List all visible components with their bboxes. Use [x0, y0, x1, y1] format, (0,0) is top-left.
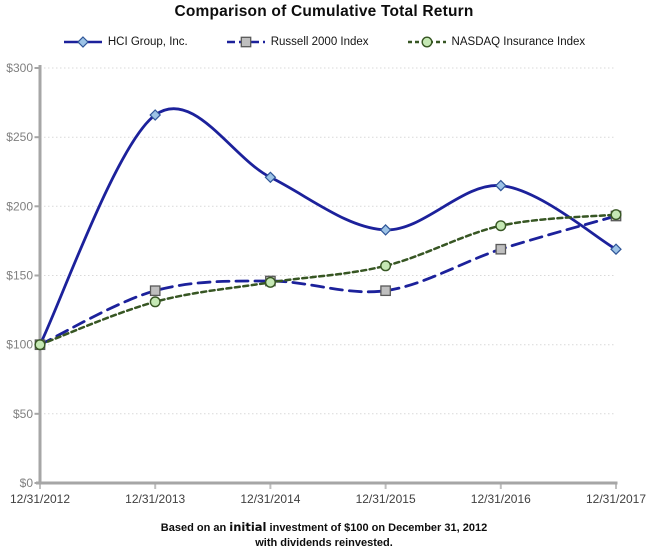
square-marker: [240, 36, 252, 48]
legend-label-hci-group: HCI Group, Inc.: [107, 36, 188, 48]
nasdaq-insurance-series-swatch-icon: [407, 36, 446, 48]
circle-marker: [610, 209, 622, 221]
diamond-marker: [76, 36, 89, 48]
y-axis-tick-label: $150: [6, 269, 33, 283]
circle-marker: [495, 220, 507, 232]
diamond-marker: [264, 171, 277, 184]
y-axis: $0 $50 $100 $150 $200 $250 $300: [6, 61, 42, 490]
x-axis-tick-label: 12/31/2012: [10, 492, 70, 506]
circle-marker: [421, 36, 433, 48]
square-marker: [380, 285, 391, 297]
diamond-marker: [379, 224, 392, 236]
y-axis-tick-label: $50: [13, 407, 33, 421]
y-axis-tick-label: $300: [6, 61, 33, 75]
circle-marker: [264, 276, 276, 288]
footnote-text: Based on an: [160, 522, 230, 534]
x-axis-tick-label: 12/31/2014: [240, 492, 300, 506]
circle-marker: [149, 296, 161, 308]
series-path: [38, 107, 618, 347]
diamond-marker: [149, 109, 162, 121]
hci-group-series-swatch-icon: [63, 36, 102, 48]
y-axis-tick-label: $200: [6, 199, 33, 213]
chart-footnote: Based on an initial investment of $100 o…: [0, 520, 648, 551]
legend-label-nasdaq-insurance: NASDAQ Insurance Index: [451, 36, 586, 48]
footnote-line-1: Based on an initial investment of $100 o…: [0, 520, 648, 536]
series-2-line: [34, 209, 622, 351]
diamond-marker: [610, 243, 622, 256]
x-axis-tick-label: 12/31/2016: [471, 492, 531, 506]
series-path: [38, 213, 618, 346]
footnote-line-2: with dividends reinvested.: [255, 537, 393, 549]
legend-item-nasdaq-insurance: NASDAQ Insurance Index: [407, 36, 586, 48]
x-axis-tick-label: 12/31/2017: [586, 492, 646, 506]
footnote-text-emphasis: initial: [229, 520, 267, 534]
square-marker: [495, 243, 507, 255]
y-axis-tick-label: $100: [6, 338, 33, 352]
x-axis: 12/31/2012 12/31/2013 12/31/2014 12/31/2015…: [10, 481, 646, 506]
diamond-marker: [494, 179, 507, 192]
circle-marker: [34, 339, 46, 351]
legend-item-hci-group: HCI Group, Inc.: [63, 36, 188, 48]
x-axis-tick-label: 12/31/2013: [125, 492, 185, 506]
chart-title: Comparison of Cumulative Total Return: [174, 3, 474, 20]
y-axis-tick-label: $0: [20, 476, 34, 490]
chart-legend: HCI Group, Inc. Russell 2000 Index NASDA…: [0, 36, 648, 48]
legend-item-russell-2000: Russell 2000 Index: [226, 36, 369, 48]
square-marker: [149, 285, 161, 297]
legend-label-russell-2000: Russell 2000 Index: [270, 36, 369, 48]
y-axis-tick-label: $250: [6, 130, 33, 144]
series-path: [38, 214, 618, 347]
series-1-line: [34, 210, 622, 351]
russell-2000-series-swatch-icon: [226, 36, 265, 48]
footnote-text: investment of $100 on December 31, 2012: [266, 522, 488, 534]
series-0-line: [34, 107, 622, 351]
circle-marker: [380, 260, 392, 272]
x-axis-tick-label: 12/31/2015: [356, 492, 416, 506]
